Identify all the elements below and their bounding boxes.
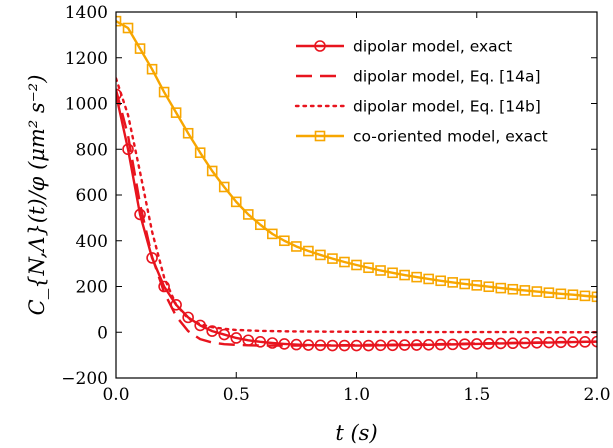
data-point — [206, 165, 218, 177]
data-point — [363, 262, 374, 274]
data-point — [543, 287, 555, 298]
data-point — [435, 275, 446, 287]
data-point — [267, 228, 278, 240]
y-tick-label: 600 — [76, 186, 108, 206]
data-point — [194, 147, 206, 158]
legend-label: dipolar model, exact — [353, 38, 512, 56]
data-point — [375, 265, 386, 276]
x-tick-label: 1.0 — [343, 385, 370, 405]
data-point — [242, 209, 254, 220]
x-axis-label: t (s) — [335, 421, 377, 445]
series-3 — [116, 15, 597, 303]
data-point — [507, 283, 519, 295]
data-point — [122, 22, 134, 34]
x-tick-label: 2.0 — [583, 385, 610, 405]
data-point — [182, 311, 194, 324]
legend-label: dipolar model, Eq. [14a] — [353, 68, 541, 86]
y-axis-label: C_{N,Λ}(t)/φ (μm² s⁻²) — [25, 75, 49, 316]
data-point — [134, 43, 146, 54]
data-point — [218, 328, 231, 341]
data-point — [387, 267, 398, 279]
series-line — [116, 20, 597, 298]
data-point — [531, 286, 543, 297]
data-point — [483, 281, 495, 293]
data-point — [254, 336, 267, 348]
x-tick-label: 0.5 — [223, 385, 250, 405]
data-point — [146, 63, 158, 75]
data-point — [495, 282, 507, 294]
y-tick-label: 1000 — [65, 95, 108, 115]
data-point — [411, 271, 422, 283]
data-point — [351, 259, 362, 271]
x-tick-label: 0.0 — [102, 385, 129, 405]
y-tick-label: 0 — [97, 323, 108, 343]
data-point — [218, 181, 230, 193]
legend: dipolar model, exact dipolar model, Eq. [… — [294, 38, 548, 146]
data-point — [567, 289, 579, 301]
series-2 — [116, 77, 597, 334]
legend-marker — [314, 40, 326, 52]
data-point — [327, 253, 338, 264]
data-point — [291, 241, 302, 252]
legend-marker — [314, 130, 326, 142]
data-point — [122, 143, 134, 156]
data-point — [182, 127, 194, 139]
series-layer — [116, 15, 597, 352]
data-point — [266, 337, 279, 349]
y-tick-label: 400 — [76, 232, 108, 252]
data-point — [399, 269, 410, 281]
data-point — [255, 219, 266, 231]
y-tick-label: 800 — [76, 140, 108, 160]
data-point — [339, 256, 350, 268]
x-tick-label: 1.5 — [463, 385, 490, 405]
data-point — [278, 338, 291, 350]
data-point — [555, 288, 567, 300]
axis-ticks: 0.0 0.5 1.0 1.5 2.0 −200 0 200 400 600 800 1000 1200… — [61, 3, 610, 405]
y-tick-label: −200 — [61, 369, 108, 389]
data-point — [591, 291, 597, 303]
data-point — [158, 86, 170, 98]
y-tick-label: 200 — [76, 278, 108, 298]
data-point — [230, 332, 243, 344]
data-point — [146, 252, 158, 264]
data-point — [447, 277, 459, 288]
data-point — [579, 290, 591, 302]
data-point — [279, 235, 290, 247]
y-tick-label: 1400 — [65, 3, 108, 23]
y-tick-label: 1200 — [65, 49, 108, 69]
data-point — [170, 107, 182, 118]
data-point — [303, 245, 314, 257]
series-line — [116, 77, 597, 334]
data-point — [471, 280, 483, 291]
data-point — [230, 196, 242, 208]
data-point — [519, 285, 531, 296]
legend-label: dipolar model, Eq. [14b] — [353, 98, 541, 116]
legend-label: co-oriented model, exact — [353, 128, 548, 146]
data-point — [459, 278, 471, 290]
data-point — [423, 273, 434, 285]
data-point — [315, 249, 326, 261]
data-point — [116, 15, 122, 27]
